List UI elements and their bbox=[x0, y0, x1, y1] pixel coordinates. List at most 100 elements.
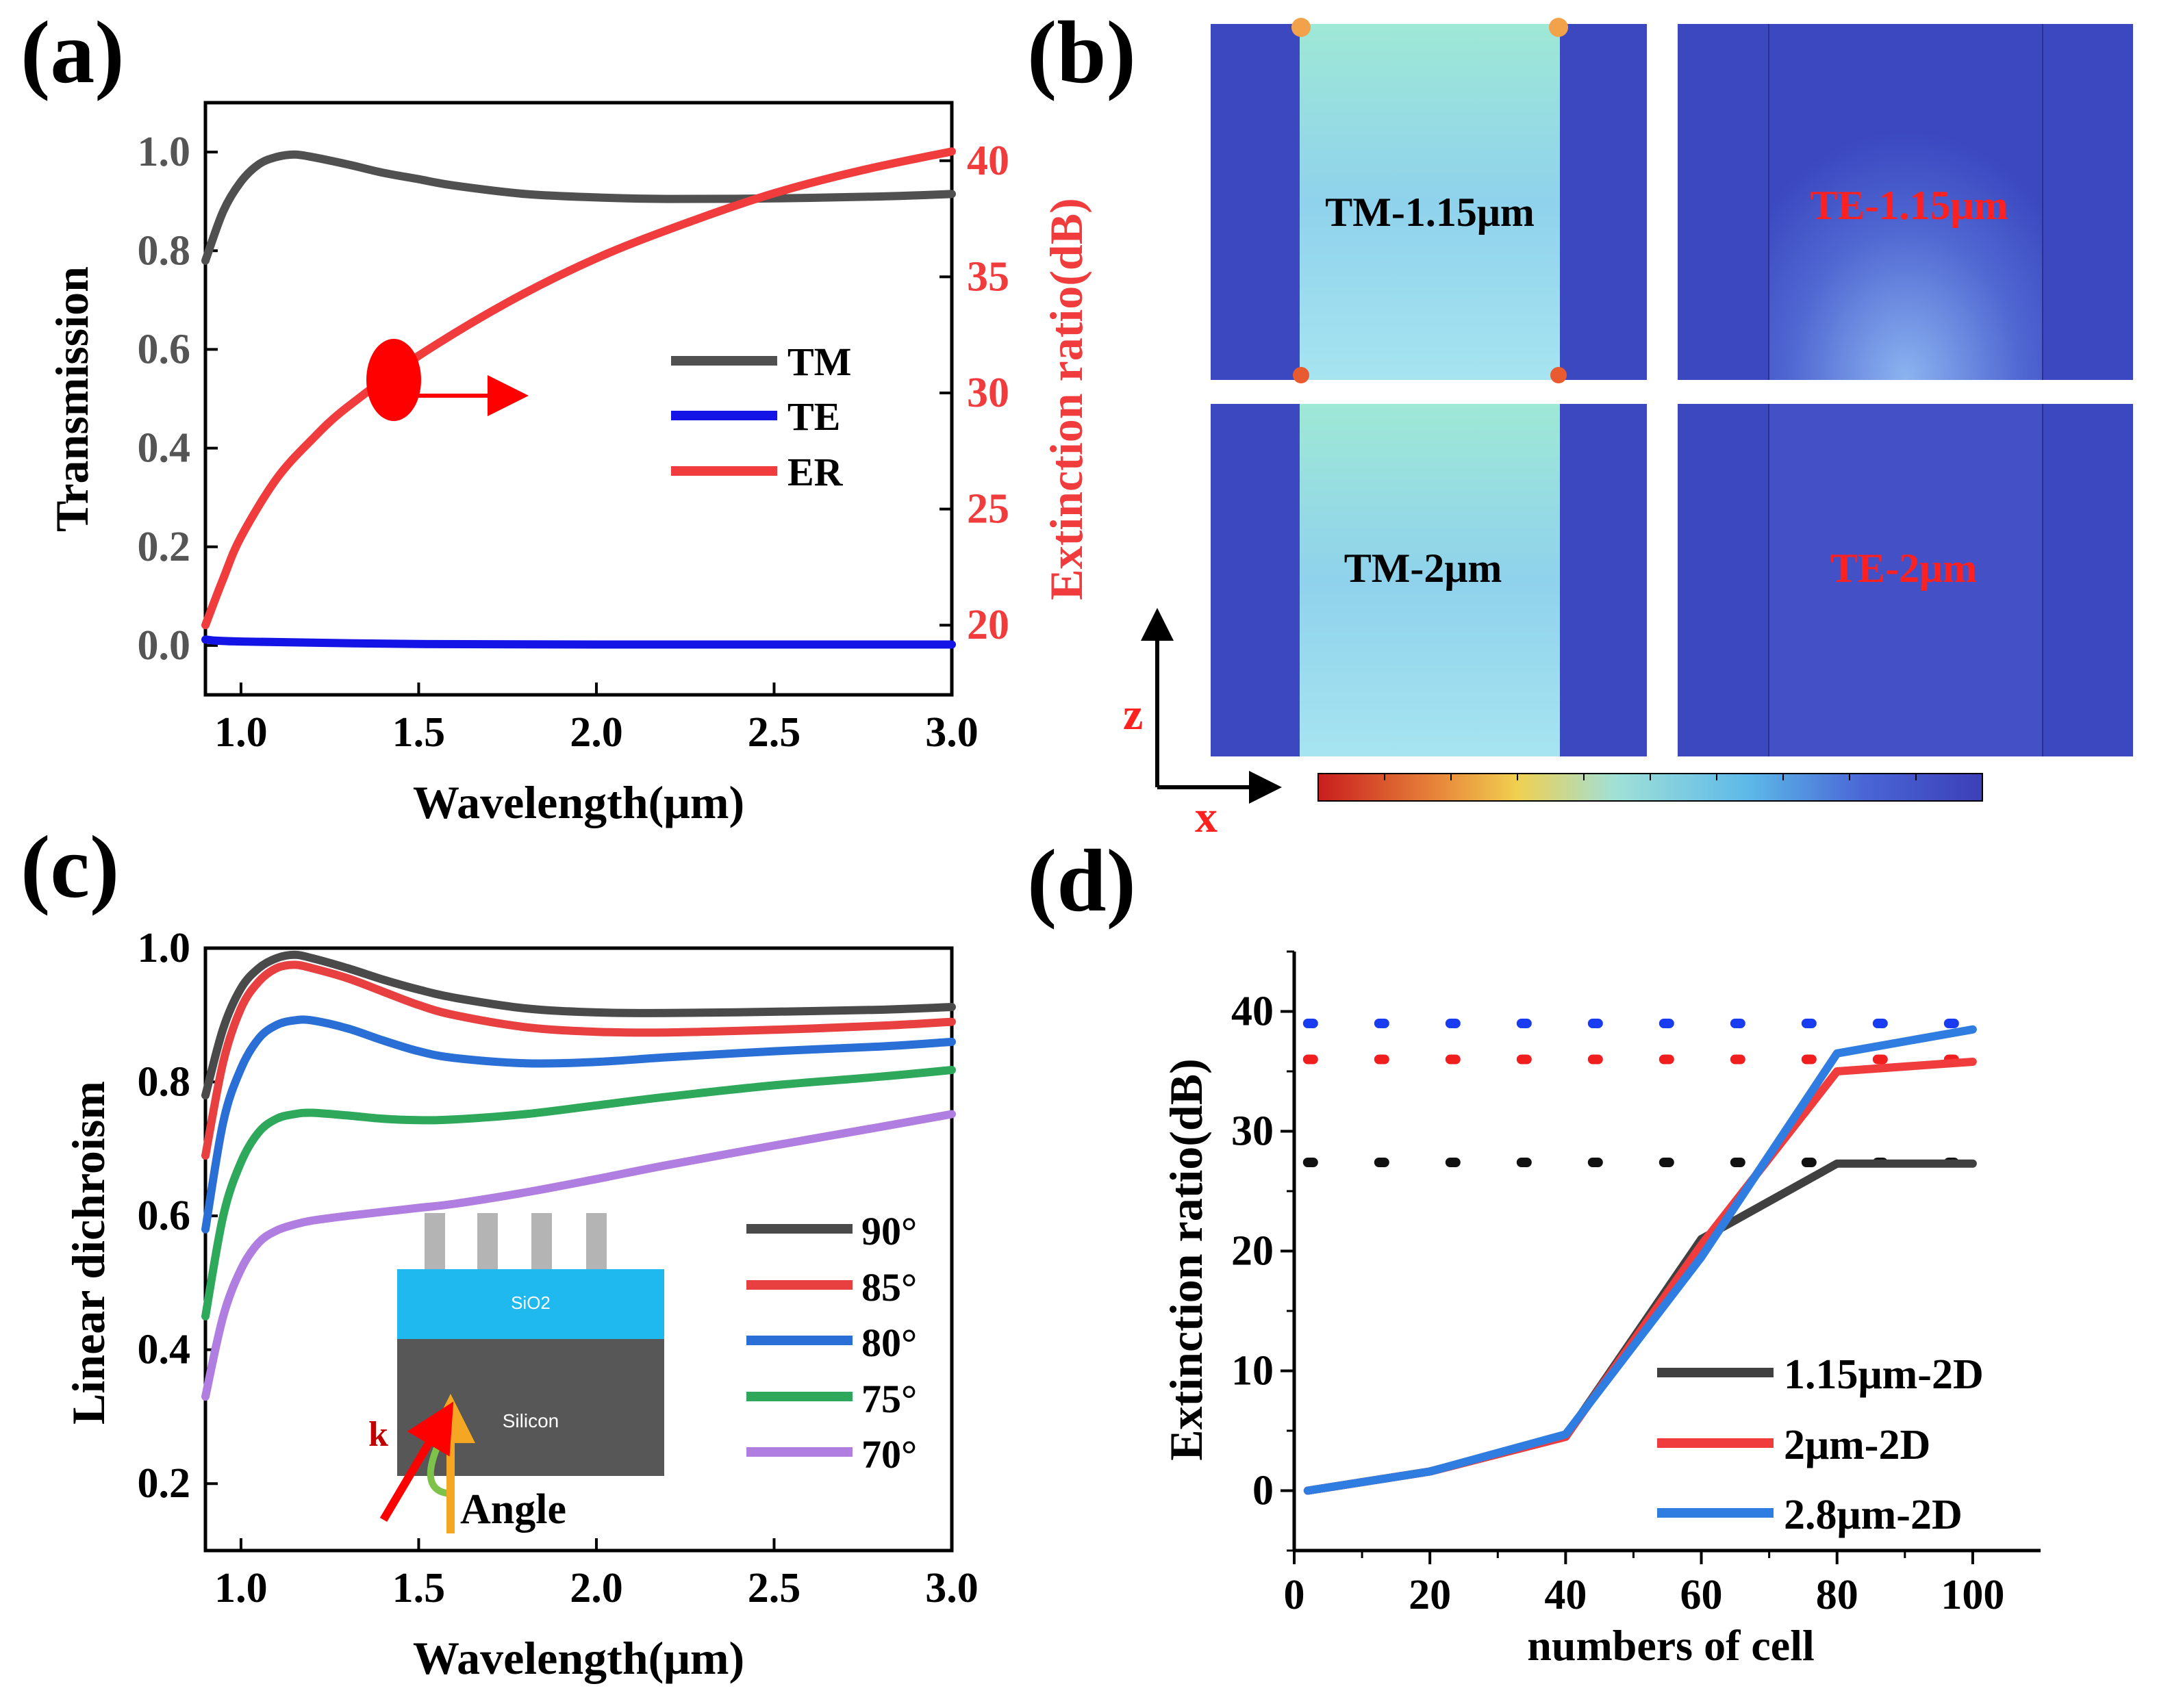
series-line-te bbox=[201, 635, 956, 649]
silicon-label: Silicon bbox=[503, 1410, 559, 1431]
y2-tick-label: 35 bbox=[967, 253, 1009, 300]
y-tick-label: 0 bbox=[1252, 1468, 1274, 1514]
y-tick-label: 0.8 bbox=[138, 227, 191, 274]
x-tick-label: 1.0 bbox=[214, 1565, 268, 1611]
panel-a-xlabel: Wavelength(μm) bbox=[413, 776, 744, 828]
y-tick-label: 40 bbox=[1231, 989, 1274, 1035]
structure-inset: SiO2 Silicon k Angle bbox=[368, 1213, 664, 1533]
field-map-tm-115: TM-1.15μm bbox=[1211, 18, 1647, 383]
er-axis-indicator bbox=[366, 339, 421, 421]
x-tick-label: 80 bbox=[1816, 1572, 1858, 1618]
y2-tick-label: 40 bbox=[967, 138, 1009, 184]
pillar bbox=[425, 1213, 445, 1269]
panel-c-legend: 90° 85° 80° 75° 70° bbox=[746, 1209, 917, 1477]
x-tick-label: 20 bbox=[1409, 1572, 1451, 1618]
x-tick-label: 0 bbox=[1284, 1572, 1305, 1618]
y-tick-label: 0.2 bbox=[138, 524, 191, 570]
panel-c-chart: 1.0 1.5 2.0 2.5 3.0 0.2 0.4 0.6 0.8 1.0 Wavelengt… bbox=[62, 925, 979, 1684]
y-tick-label: 0.6 bbox=[138, 1193, 191, 1239]
y2-tick-label: 30 bbox=[967, 370, 1009, 416]
y-tick-label: 0.6 bbox=[138, 326, 191, 372]
pillar bbox=[531, 1213, 552, 1269]
x-tick-label: 2.0 bbox=[570, 709, 623, 756]
y-tick-label: 0.2 bbox=[138, 1460, 191, 1507]
field-label-te-115: TE-1.15μm bbox=[1810, 183, 2008, 228]
field-map-tm-2: TM-2μm bbox=[1211, 404, 1647, 756]
y2-tick-label: 25 bbox=[967, 486, 1009, 533]
k-label: k bbox=[368, 1415, 388, 1454]
y-tick-label: 0.0 bbox=[138, 622, 191, 669]
k-vector-arrow-icon bbox=[379, 1401, 454, 1522]
legend-label-28: 2.8μm-2D bbox=[1784, 1492, 1963, 1538]
x-tick-label: 1.0 bbox=[214, 709, 268, 756]
sio2-layer bbox=[397, 1269, 664, 1339]
panel-a-frame bbox=[203, 101, 954, 697]
legend-label-er: ER bbox=[787, 450, 844, 494]
panel-d-xlabel: numbers of cell bbox=[1527, 1621, 1815, 1670]
panel-d-ylabel: Extinction ratio(dB) bbox=[1160, 1058, 1212, 1460]
legend-label-90: 90° bbox=[861, 1209, 917, 1253]
panel-a-chart: 1.0 1.5 2.0 2.5 3.0 0.0 0.2 0.4 0.6 0.8 1.0 20 25 30 3… bbox=[46, 101, 1092, 828]
x-axis-label: x bbox=[1195, 792, 1218, 842]
field-map-te-2: TE-2μm bbox=[1678, 404, 2133, 756]
legend-label-te: TE bbox=[787, 394, 840, 439]
x-tick-label: 2.5 bbox=[748, 709, 801, 756]
panel-a-legend: TM TE ER bbox=[671, 340, 851, 494]
y-tick-label: 10 bbox=[1231, 1348, 1274, 1394]
y-tick-label: 1.0 bbox=[138, 129, 191, 175]
panel-c-xlabel: Wavelength(μm) bbox=[413, 1632, 744, 1684]
panel-d-legend: 1.15μm-2D 2μm-2D 2.8μm-2D bbox=[1657, 1351, 1984, 1538]
x-tick-label: 3.0 bbox=[925, 709, 979, 756]
series-line-85deg bbox=[201, 960, 956, 1160]
panel-a-y2label: Extinction ratio(dB) bbox=[1040, 198, 1092, 600]
panel-label-c: (c) bbox=[21, 818, 119, 917]
series-line-90deg bbox=[201, 950, 956, 1100]
y-tick-label: 0.4 bbox=[138, 425, 191, 472]
pillar bbox=[477, 1213, 498, 1269]
panel-a-ylabel: Transmission bbox=[46, 266, 98, 532]
x-tick-label: 3.0 bbox=[925, 1565, 979, 1611]
y2-tick-label: 20 bbox=[967, 602, 1009, 648]
x-tick-label: 1.5 bbox=[392, 1565, 446, 1611]
x-tick-label: 40 bbox=[1544, 1572, 1587, 1618]
legend-label-115: 1.15μm-2D bbox=[1784, 1351, 1984, 1398]
y-tick-label: 0.8 bbox=[138, 1059, 191, 1106]
field-label-te-2: TE-2μm bbox=[1830, 546, 1977, 591]
panel-d-chart: 0 20 40 60 80 100 0 10 20 30 40 numbers of cell Ex… bbox=[1160, 950, 2041, 1670]
x-tick-label: 2.5 bbox=[748, 1565, 801, 1611]
sio2-label: SiO2 bbox=[511, 1292, 551, 1313]
field-label-tm-2: TM-2μm bbox=[1344, 546, 1502, 591]
y-tick-label: 20 bbox=[1231, 1228, 1274, 1275]
legend-label-75: 75° bbox=[861, 1377, 917, 1421]
legend-label-2: 2μm-2D bbox=[1784, 1422, 1930, 1468]
panel-b-field-maps: TM-1.15μm TE-1.15μm TM-2μm TE-2μm z x bbox=[1123, 18, 2133, 842]
series-line-28 bbox=[1303, 1025, 1977, 1495]
z-axis-label: z bbox=[1123, 689, 1143, 739]
y-tick-label: 0.4 bbox=[138, 1327, 191, 1373]
y-tick-label: 30 bbox=[1231, 1108, 1274, 1155]
panel-label-b: (b) bbox=[1027, 3, 1136, 102]
panel-label-d: (d) bbox=[1027, 832, 1136, 930]
field-map-te-115: TE-1.15μm bbox=[1678, 24, 2133, 380]
angle-label: Angle bbox=[460, 1486, 566, 1533]
y-tick-label: 1.0 bbox=[138, 925, 191, 971]
legend-label-80: 80° bbox=[861, 1321, 917, 1365]
x-tick-label: 100 bbox=[1941, 1572, 2004, 1618]
series-line-70deg bbox=[201, 1110, 956, 1401]
x-tick-label: 60 bbox=[1680, 1572, 1723, 1618]
panel-label-a: (a) bbox=[21, 3, 125, 102]
x-tick-label: 1.5 bbox=[392, 709, 446, 756]
legend-label-70: 70° bbox=[861, 1432, 917, 1477]
series-line-75deg bbox=[201, 1066, 956, 1321]
series-line-tm bbox=[201, 150, 956, 265]
field-label-tm-115: TM-1.15μm bbox=[1325, 190, 1535, 235]
x-tick-label: 2.0 bbox=[570, 1565, 623, 1611]
panel-c-ylabel: Linear dichroism bbox=[62, 1081, 114, 1425]
series-line-er bbox=[201, 147, 956, 630]
series-line-80deg bbox=[201, 1015, 956, 1234]
legend-label-85: 85° bbox=[861, 1265, 917, 1310]
pillar bbox=[586, 1213, 607, 1269]
panel-c-frame bbox=[203, 946, 954, 1553]
legend-label-tm: TM bbox=[787, 340, 851, 384]
